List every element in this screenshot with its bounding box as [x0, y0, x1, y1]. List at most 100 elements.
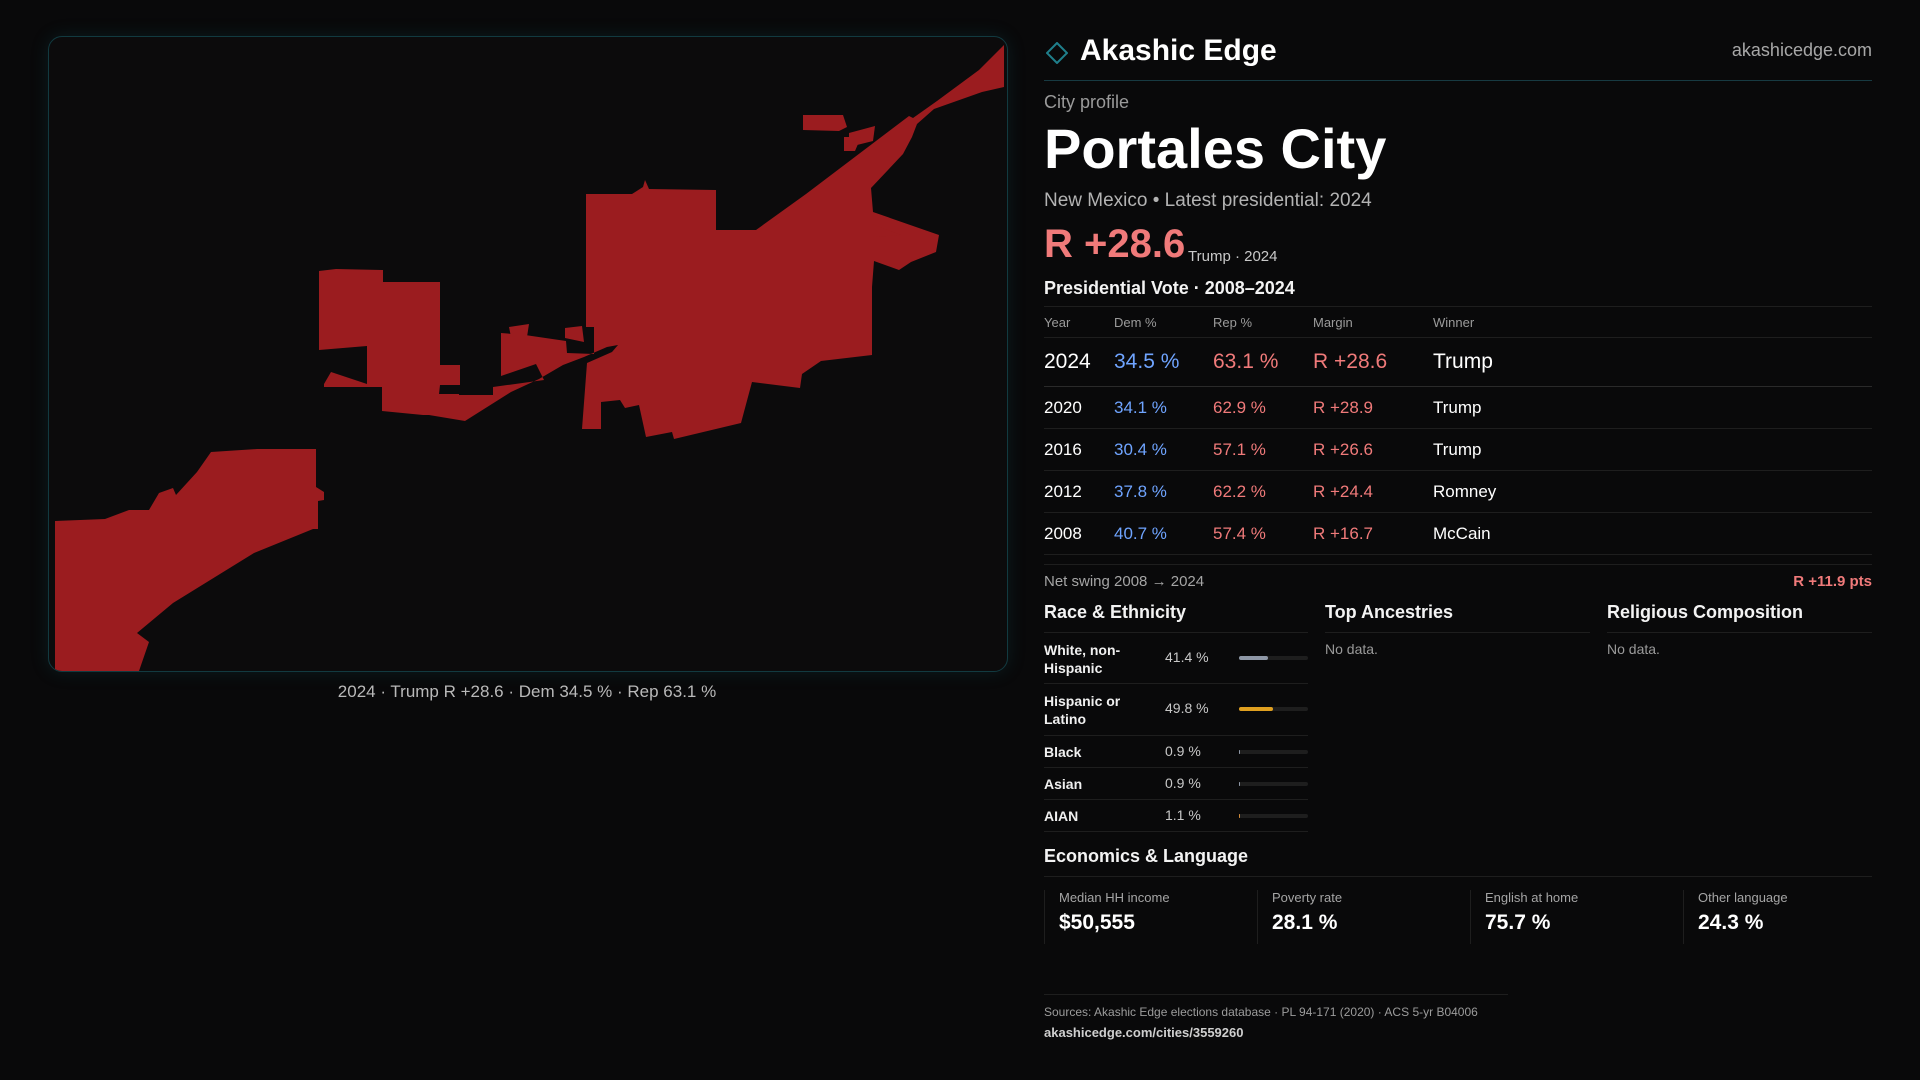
ancestries-empty: No data.: [1325, 641, 1378, 657]
race-bar: [1239, 814, 1308, 818]
row-dem: 34.1 %: [1114, 386, 1213, 429]
row-rep: 57.4 %: [1213, 512, 1313, 555]
race-row: Hispanic or Latino 49.8 %: [1044, 684, 1308, 736]
race-label: Hispanic or Latino: [1044, 693, 1121, 727]
race-row: Black 0.9 %: [1044, 736, 1308, 768]
race-label: AIAN: [1044, 808, 1079, 824]
race-bar-fill: [1239, 656, 1268, 660]
row-year: 2012: [1044, 470, 1114, 513]
race-ethnicity-section: Race & Ethnicity White, non-Hispanic 41.…: [1044, 602, 1308, 832]
row-rep: 63.1 %: [1213, 337, 1313, 387]
city-boundary-polygon: [509, 324, 529, 337]
row-margin: R +16.7: [1313, 512, 1433, 555]
row-year: 2020: [1044, 386, 1114, 429]
race-pct: 41.4 %: [1165, 649, 1209, 665]
city-boundary-polygon: [872, 224, 901, 237]
row-winner: Trump: [1433, 386, 1872, 429]
row-winner: Trump: [1433, 428, 1872, 471]
diamond-logo-icon: [1046, 42, 1068, 64]
race-pct: 1.1 %: [1165, 807, 1201, 823]
stat-other-language: Other language 24.3 %: [1683, 890, 1873, 944]
religion-section: Religious Composition No data.: [1607, 602, 1872, 657]
source-page-link[interactable]: akashicedge.com/cities/3559260: [1044, 1025, 1244, 1040]
brand-header: Akashic Edge akashicedge.com: [1044, 34, 1872, 81]
city-boundary-map: [48, 36, 1008, 672]
row-margin: R +28.9: [1313, 386, 1433, 429]
race-bar: [1239, 782, 1308, 786]
row-rep: 57.1 %: [1213, 428, 1313, 471]
row-winner: Romney: [1433, 470, 1872, 513]
map-caption: 2024 · Trump R +28.6 · Dem 34.5 % · Rep …: [337, 682, 717, 701]
stat-english-at-home: English at home 75.7 %: [1470, 890, 1681, 944]
ancestries-title: Top Ancestries: [1325, 602, 1590, 633]
race-bar-fill: [1239, 750, 1241, 754]
row-margin: R +26.6: [1313, 428, 1433, 471]
race-label: Black: [1044, 744, 1082, 760]
stat-median-income: Median HH income $50,555: [1044, 890, 1255, 944]
stat-label: Other language: [1698, 890, 1788, 905]
religion-empty: No data.: [1607, 641, 1660, 657]
race-ethnicity-title: Race & Ethnicity: [1044, 602, 1308, 633]
net-swing-row: Net swing 2008 → 2024 R +11.9 pts: [1044, 564, 1872, 590]
race-row: White, non-Hispanic 41.4 %: [1044, 633, 1308, 684]
stat-value: 28.1 %: [1272, 911, 1338, 934]
row-year: 2008: [1044, 512, 1114, 555]
presidential-vote-title: Presidential Vote · 2008–2024: [1044, 278, 1295, 298]
economics-title: Economics & Language: [1044, 846, 1872, 877]
stat-value: $50,555: [1059, 911, 1135, 934]
brand-name: Akashic Edge: [1080, 34, 1277, 67]
city-boundary-polygon: [844, 137, 861, 151]
row-winner: McCain: [1433, 512, 1872, 555]
race-bar: [1239, 750, 1308, 754]
col-header-year: Year: [1044, 306, 1114, 338]
stat-value: 24.3 %: [1698, 911, 1764, 934]
col-header-winner: Winner: [1433, 306, 1872, 338]
row-dem: 37.8 %: [1114, 470, 1213, 513]
city-boundary-polygon: [565, 326, 584, 342]
religion-title: Religious Composition: [1607, 602, 1872, 633]
col-header-rep: Rep %: [1213, 306, 1313, 338]
city-profile-panel: Akashic Edge akashicedge.com City profil…: [1044, 34, 1872, 1040]
col-header-dem: Dem %: [1114, 306, 1213, 338]
headline-margin-caption: Trump · 2024: [1188, 248, 1278, 265]
race-label: White, non-Hispanic: [1044, 642, 1121, 676]
row-rep: 62.2 %: [1213, 470, 1313, 513]
race-bar-fill: [1239, 782, 1241, 786]
sources-footer: Sources: Akashic Edge elections database…: [1044, 994, 1508, 1040]
table-header-row: Year Dem % Rep % Margin Winner: [1044, 306, 1872, 338]
net-swing-value: R +11.9 pts: [1793, 573, 1872, 590]
row-dem: 34.5 %: [1114, 337, 1213, 387]
row-rep: 62.9 %: [1213, 386, 1313, 429]
race-label: Asian: [1044, 776, 1083, 792]
row-year: 2024: [1044, 337, 1114, 387]
race-pct: 0.9 %: [1165, 775, 1201, 791]
table-row: 2012 37.8 % 62.2 % R +24.4 Romney: [1044, 470, 1872, 513]
race-pct: 49.8 %: [1165, 700, 1209, 716]
race-bar: [1239, 707, 1308, 711]
stat-label: English at home: [1485, 890, 1579, 905]
headline-margin: R +28.6: [1044, 222, 1186, 266]
race-pct: 0.9 %: [1165, 743, 1201, 759]
row-margin: R +24.4: [1313, 470, 1433, 513]
race-bar-fill: [1239, 707, 1274, 711]
sources-text: Sources: Akashic Edge elections database…: [1044, 1005, 1478, 1019]
city-boundary-polygon: [803, 115, 847, 131]
presidential-vote-table: Year Dem % Rep % Margin Winner 2024 34.5…: [1044, 306, 1872, 555]
race-bar: [1239, 656, 1308, 660]
race-row: Asian 0.9 %: [1044, 768, 1308, 800]
table-row: 2016 30.4 % 57.1 % R +26.6 Trump: [1044, 428, 1872, 471]
page-eyebrow: City profile: [1044, 92, 1130, 112]
row-dem: 40.7 %: [1114, 512, 1213, 555]
page-subtitle: New Mexico • Latest presidential: 2024: [1044, 190, 1372, 211]
col-header-margin: Margin: [1313, 306, 1433, 338]
stat-label: Median HH income: [1059, 890, 1170, 905]
row-dem: 30.4 %: [1114, 428, 1213, 471]
ancestries-section: Top Ancestries No data.: [1325, 602, 1590, 657]
stat-value: 75.7 %: [1485, 911, 1551, 934]
net-swing-label: Net swing 2008 → 2024: [1044, 573, 1205, 590]
page-title: Portales City: [1044, 117, 1387, 180]
city-boundary-polygon: [55, 45, 1004, 671]
row-winner: Trump: [1433, 337, 1872, 387]
table-row: 2020 34.1 % 62.9 % R +28.9 Trump: [1044, 386, 1872, 429]
brand-url-link[interactable]: akashicedge.com: [1731, 40, 1872, 60]
